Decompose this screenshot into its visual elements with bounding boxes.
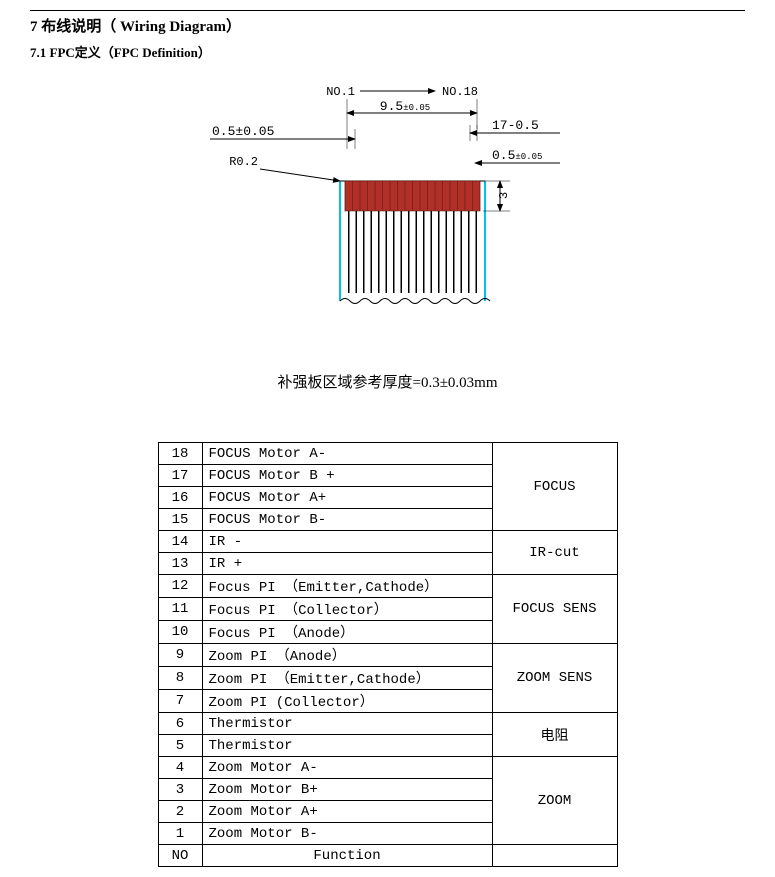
svg-text:3: 3 xyxy=(497,192,511,199)
pin-function: FOCUS Motor A- xyxy=(202,443,492,465)
pin-number: 18 xyxy=(158,443,202,465)
pin-function: Zoom Motor A+ xyxy=(202,801,492,823)
pin-number: 17 xyxy=(158,465,202,487)
pin-function: IR + xyxy=(202,553,492,575)
pin-function: Zoom PI （Emitter,Cathode） xyxy=(202,667,492,690)
svg-text:9.5±0.05: 9.5±0.05 xyxy=(380,99,430,114)
table-row: 9Zoom PI （Anode）ZOOM SENS xyxy=(158,644,617,667)
svg-text:17-0.5: 17-0.5 xyxy=(492,118,539,133)
svg-text:0.5±0.05: 0.5±0.05 xyxy=(492,148,542,163)
pin-function: Zoom PI （Anode） xyxy=(202,644,492,667)
pin-function: Zoom PI (Collector） xyxy=(202,690,492,713)
svg-text:NO.1: NO.1 xyxy=(326,85,355,99)
section-title: 7 布线说明（ Wiring Diagram） xyxy=(30,15,745,36)
table-header-row: NOFunction xyxy=(158,845,617,867)
pin-number: 5 xyxy=(158,735,202,757)
pin-function: Focus PI （Collector） xyxy=(202,598,492,621)
pin-category: 电阻 xyxy=(492,713,617,757)
fpc-diagram: NO.1 NO.18 9.5±0.05 0.5±0.05 R0.2 17-0.5… xyxy=(30,81,745,361)
fpc-diagram-svg: NO.1 NO.18 9.5±0.05 0.5±0.05 R0.2 17-0.5… xyxy=(180,81,620,341)
table-row: 18FOCUS Motor A-FOCUS xyxy=(158,443,617,465)
pin-category: ZOOM SENS xyxy=(492,644,617,713)
subsection-title: 7.1 FPC定义（FPC Definition） xyxy=(30,42,745,61)
pin-number: 1 xyxy=(158,823,202,845)
pin-number: 9 xyxy=(158,644,202,667)
pin-category: IR-cut xyxy=(492,531,617,575)
header-category xyxy=(492,845,617,867)
pin-number: 4 xyxy=(158,757,202,779)
pin-function: Focus PI （Anode） xyxy=(202,621,492,644)
table-row: 6Thermistor电阻 xyxy=(158,713,617,735)
pin-number: 15 xyxy=(158,509,202,531)
pin-number: 16 xyxy=(158,487,202,509)
diagram-caption: 补强板区域参考厚度=0.3±0.03mm xyxy=(30,371,745,392)
pin-function: FOCUS Motor B- xyxy=(202,509,492,531)
table-row: 12Focus PI （Emitter,Cathode）FOCUS SENS xyxy=(158,575,617,598)
pin-table: 18FOCUS Motor A-FOCUS17FOCUS Motor B +16… xyxy=(158,442,618,867)
top-rule xyxy=(30,10,745,11)
pin-function: Focus PI （Emitter,Cathode） xyxy=(202,575,492,598)
pin-function: Zoom Motor B- xyxy=(202,823,492,845)
pin-category: FOCUS SENS xyxy=(492,575,617,644)
pin-number: 14 xyxy=(158,531,202,553)
header-pin: NO xyxy=(158,845,202,867)
table-row: 14IR -IR-cut xyxy=(158,531,617,553)
pin-function: Zoom Motor B+ xyxy=(202,779,492,801)
pin-function: Thermistor xyxy=(202,735,492,757)
svg-text:NO.18: NO.18 xyxy=(442,85,478,99)
pin-number: 3 xyxy=(158,779,202,801)
pin-category: FOCUS xyxy=(492,443,617,531)
pin-number: 11 xyxy=(158,598,202,621)
pin-number: 13 xyxy=(158,553,202,575)
table-row: 4Zoom Motor A-ZOOM xyxy=(158,757,617,779)
pin-category: ZOOM xyxy=(492,757,617,845)
svg-text:0.5±0.05: 0.5±0.05 xyxy=(212,124,274,139)
pin-number: 10 xyxy=(158,621,202,644)
pin-number: 7 xyxy=(158,690,202,713)
pin-number: 2 xyxy=(158,801,202,823)
pin-function: IR - xyxy=(202,531,492,553)
pin-function: Thermistor xyxy=(202,713,492,735)
pin-number: 6 xyxy=(158,713,202,735)
pin-function: Zoom Motor A- xyxy=(202,757,492,779)
pin-number: 12 xyxy=(158,575,202,598)
pin-function: FOCUS Motor A+ xyxy=(202,487,492,509)
svg-text:R0.2: R0.2 xyxy=(229,155,258,169)
pin-number: 8 xyxy=(158,667,202,690)
header-function: Function xyxy=(202,845,492,867)
pin-function: FOCUS Motor B + xyxy=(202,465,492,487)
